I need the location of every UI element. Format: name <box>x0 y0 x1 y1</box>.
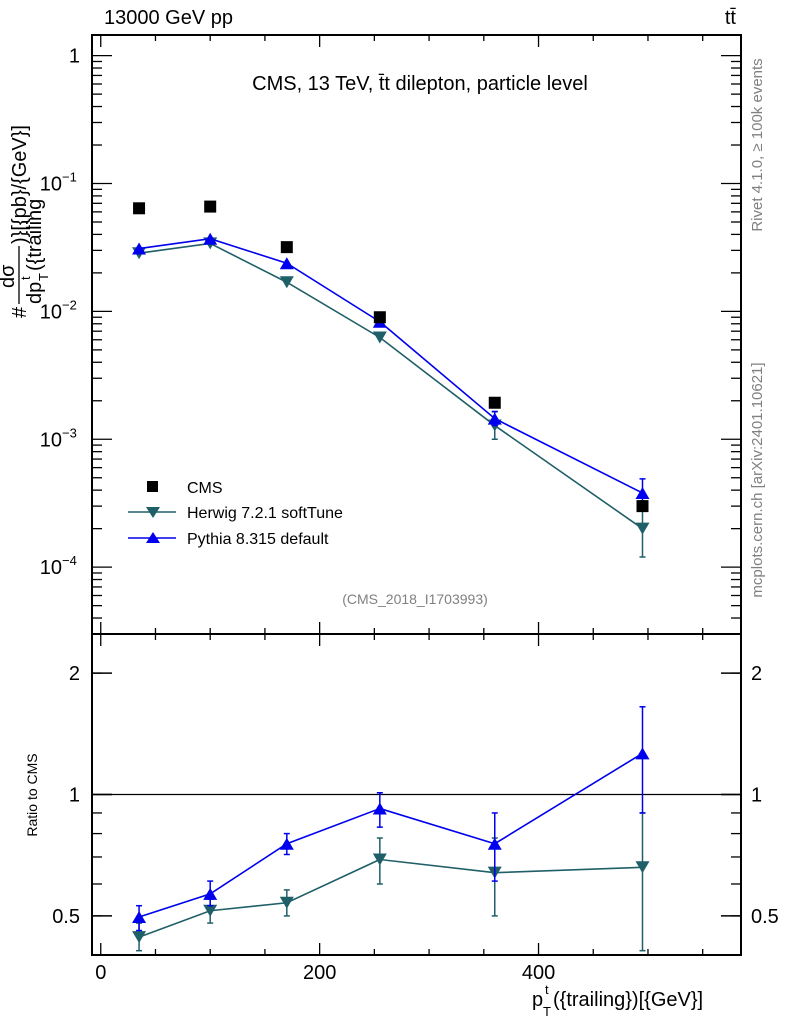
legend-marker-cms <box>147 481 158 492</box>
legend-label-cms: CMS <box>187 480 223 497</box>
data-point-cms <box>636 500 649 513</box>
data-point-herwig <box>279 276 294 289</box>
y-tick-label-exponent: −2 <box>62 297 77 312</box>
data-point-cms <box>373 311 386 324</box>
y-label-sub: T <box>36 273 51 281</box>
data-point-herwig <box>203 904 218 917</box>
data-point-pythia <box>132 910 147 923</box>
data-point-pythia <box>487 412 502 425</box>
y-label-denominator: dp <box>24 282 46 304</box>
x-axis-label: p t T ({trailing})[{GeV}] <box>532 982 703 1019</box>
data-point-pythia <box>372 802 387 815</box>
data-point-cms <box>133 202 146 215</box>
data-point-herwig <box>635 861 650 874</box>
data-point-pythia <box>203 232 218 245</box>
y-tick-label: 10 <box>40 301 62 323</box>
y-label-sup: t <box>18 276 33 280</box>
data-point-herwig <box>635 522 650 535</box>
y-label-numerator: dσ <box>0 264 19 288</box>
data-point-cms <box>204 200 217 213</box>
ratio-y-label: Ratio to CMS <box>24 753 40 836</box>
data-point-herwig <box>372 853 387 866</box>
rivet-label: Rivet 4.1.0, ≥ 100k events <box>749 58 766 231</box>
y-tick-label-exponent: −3 <box>62 425 77 440</box>
legend-label-herwig: Herwig 7.2.1 softTune <box>187 505 343 522</box>
data-point-cms <box>488 396 501 409</box>
y-tick-label: 1 <box>69 46 80 68</box>
series-line-1 <box>138 242 643 530</box>
data-point-pythia <box>487 837 502 850</box>
series-line-ratio-0 <box>138 858 643 938</box>
legend-marker-herwig <box>146 507 160 518</box>
data-point-herwig <box>132 931 147 944</box>
main-panel: 110−110−210−310−4 <box>40 34 742 635</box>
data-point-pythia <box>279 837 294 850</box>
data-point-herwig <box>279 896 294 909</box>
x-tick-label: 200 <box>303 962 336 984</box>
analysis-tag: (CMS_2018_I1703993) <box>342 591 488 607</box>
y-tick-label-right: 1 <box>751 785 762 807</box>
ratio-panel: 0.5 0.5 1 1 2 2 0 200 400 <box>52 633 779 984</box>
data-point-pythia <box>279 257 294 270</box>
data-point-pythia <box>635 747 650 760</box>
y-tick-label-right: 0.5 <box>751 906 779 928</box>
x-tick-label: 0 <box>95 962 106 984</box>
y-tick-label: 10 <box>40 174 62 196</box>
y-tick-label-exponent: −1 <box>62 170 77 185</box>
y-label-denominator-rest: ({trailing <box>24 199 46 271</box>
legend-label-pythia: Pythia 8.315 default <box>187 531 329 548</box>
y-axis-label: # dσ dp t T ({trailing )}[{pb}/{GeV}] <box>0 125 51 318</box>
x-tick-label: 400 <box>522 962 555 984</box>
y-tick-label-exponent: −4 <box>62 553 77 568</box>
y-label-suffix: )}[{pb}/{GeV}] <box>9 125 31 244</box>
legend: CMS Herwig 7.2.1 softTune Pythia 8.315 d… <box>128 480 343 548</box>
series-line-ratio-1 <box>138 752 643 918</box>
mcplots-label: mcplots.cern.ch [arXiv:2401.10621] <box>749 362 766 597</box>
y-label-prefix: # <box>9 306 31 318</box>
data-point-herwig <box>372 331 387 344</box>
x-label-main: p <box>532 989 543 1011</box>
data-point-pythia <box>203 887 218 900</box>
data-point-cms <box>280 241 293 254</box>
x-label-sup: t <box>545 982 549 997</box>
header-right: tt̄ <box>725 7 737 29</box>
y-tick-label-right: 2 <box>751 663 762 685</box>
y-tick-label: 1 <box>69 785 80 807</box>
y-tick-label: 0.5 <box>52 906 80 928</box>
chart-title: CMS, 13 TeV, t̄t dilepton, particle leve… <box>252 73 588 95</box>
series-line-2 <box>138 237 643 494</box>
y-tick-label: 10 <box>40 557 62 579</box>
y-tick-label: 10 <box>40 429 62 451</box>
x-label-rest: ({trailing})[{GeV}] <box>553 989 703 1011</box>
data-point-pythia <box>635 486 650 499</box>
data-point-pythia <box>132 242 147 255</box>
x-label-sub: T <box>543 1004 551 1019</box>
y-tick-label: 2 <box>69 663 80 685</box>
header-left: 13000 GeV pp <box>104 7 233 29</box>
legend-marker-pythia <box>146 532 160 543</box>
